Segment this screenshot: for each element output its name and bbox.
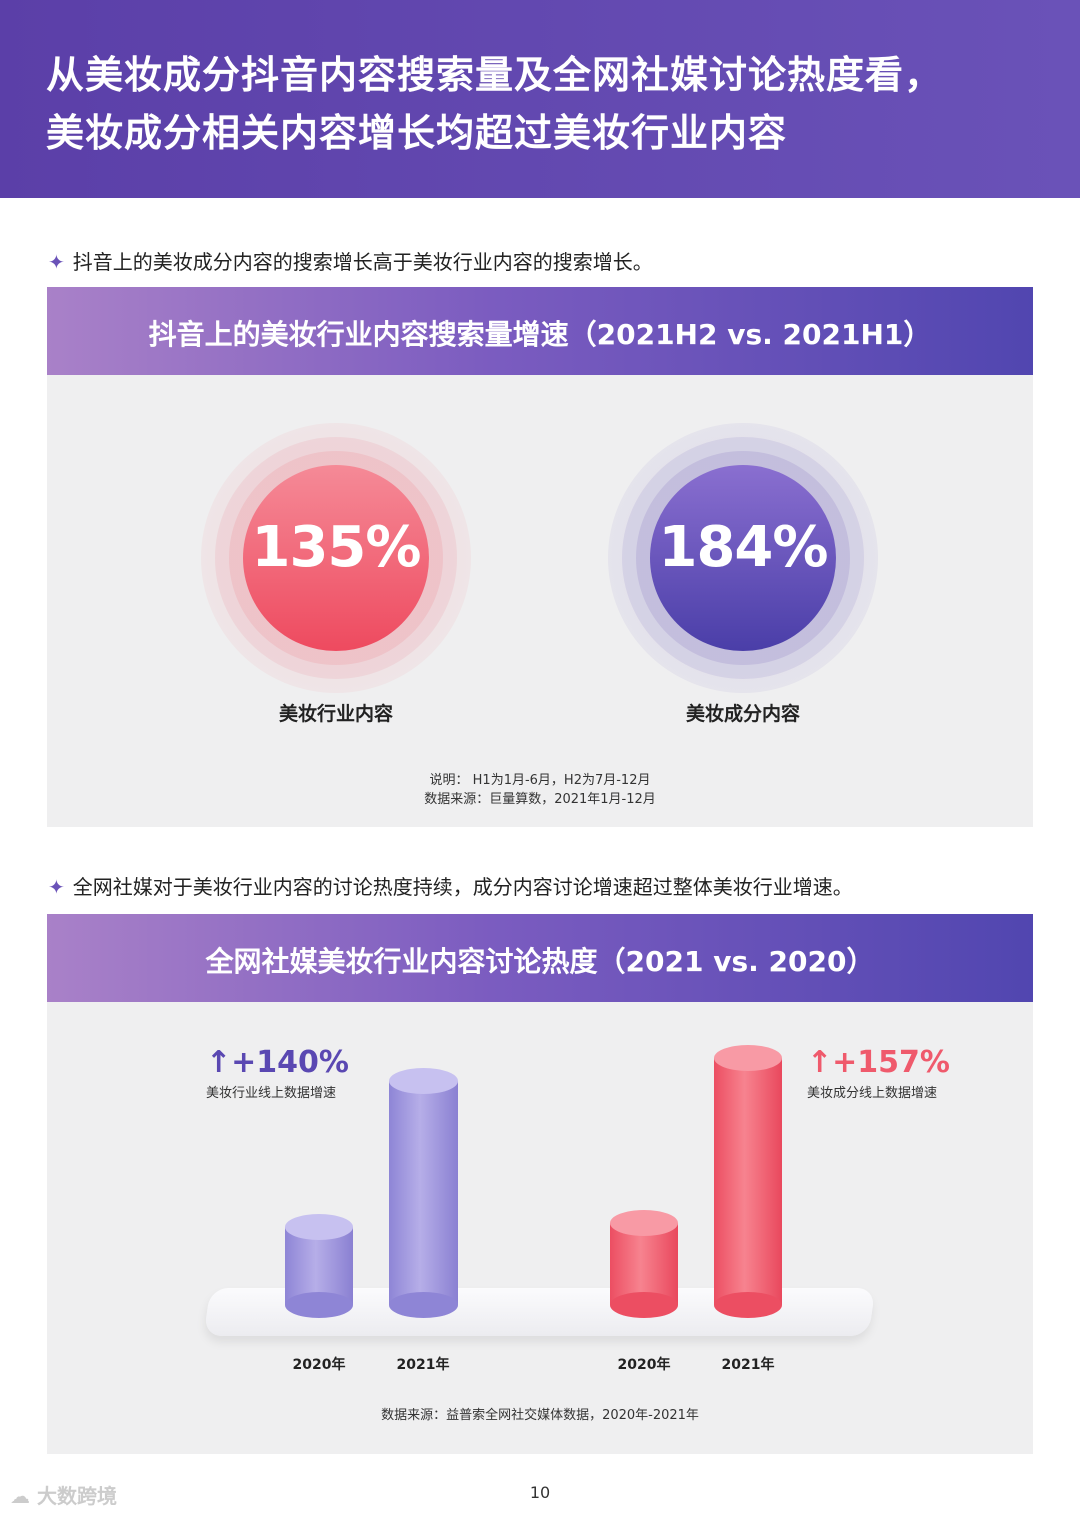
year-label: 2021年: [396, 1357, 450, 1373]
card-header: 抖音上的美妆行业内容搜索量增速（2021H2 vs. 2021H1）: [47, 287, 1033, 375]
card-header: 全网社媒美妆行业内容讨论热度（2021 vs. 2020）: [47, 914, 1033, 1002]
arrow-up-icon: ↑: [807, 1045, 833, 1080]
page-number: 10: [529, 1483, 551, 1502]
chat-logo-icon: ☁: [10, 1484, 30, 1508]
industry-growth: ↑+140% 美妆行业线上数据增速: [206, 1045, 349, 1101]
card-title: 抖音上的美妆行业内容搜索量增速（2021H2 vs. 2021H1）: [148, 318, 932, 351]
note-definition: 说明： H1为1月-6月，H2为7月-12月: [429, 773, 651, 788]
year-label: 2021年: [721, 1357, 775, 1373]
page-header: 从美妆成分抖音内容搜索量及全网社媒讨论热度看， 美妆成分相关内容增长均超过美妆行…: [0, 0, 1080, 198]
ingredient-growth-value: 184%: [658, 515, 828, 580]
discussion-card: 全网社媒美妆行业内容讨论热度（2021 vs. 2020）: [47, 914, 1033, 1454]
chart-source: 数据来源：益普索全网社交媒体数据，2020年-2021年: [381, 1408, 699, 1423]
ingredient-growth-value: +157%: [832, 1045, 950, 1080]
ingredient-growth: ↑+157% 美妆成分线上数据增速: [807, 1045, 950, 1101]
section1-bullet-text: 抖音上的美妆成分内容的搜索增长高于美妆行业内容的搜索增长。: [72, 250, 653, 274]
note-source: 数据来源：巨量算数，2021年1月-12月: [424, 792, 656, 807]
circle-ingredient: 184%: [608, 423, 878, 693]
section1-bullet: ✦ 抖音上的美妆成分内容的搜索增长高于美妆行业内容的搜索增长。: [48, 246, 653, 275]
industry-growth-value: 135%: [251, 515, 421, 580]
industry-growth-desc: 美妆行业线上数据增速: [206, 1086, 337, 1101]
cylinder-ingredient-2021: [714, 1045, 782, 1318]
page-title-line1: 从美妆成分抖音内容搜索量及全网社媒讨论热度看，: [46, 53, 944, 97]
watermark: ☁ 大数跨境: [10, 1480, 117, 1509]
circle-industry: 135%: [201, 423, 471, 693]
sparkle-icon: ✦: [48, 250, 65, 274]
industry-label: 美妆行业内容: [278, 703, 393, 725]
section2-bullet: ✦ 全网社媒对于美妆行业内容的讨论热度持续，成分内容讨论增速超过整体美妆行业增速。: [48, 871, 853, 900]
industry-growth-value: +140%: [231, 1045, 349, 1080]
year-label: 2020年: [292, 1357, 346, 1373]
search-growth-card: 抖音上的美妆行业内容搜索量增速（2021H2 vs. 2021H1） 135% …: [47, 287, 1033, 827]
section2-bullet-text: 全网社媒对于美妆行业内容的讨论热度持续，成分内容讨论增速超过整体美妆行业增速。: [72, 875, 853, 899]
cylinder-industry-2020: [285, 1214, 353, 1318]
sparkle-icon: ✦: [48, 875, 65, 899]
ingredient-label: 美妆成分内容: [685, 703, 800, 725]
arrow-up-icon: ↑: [206, 1045, 232, 1080]
cylinder-industry-2021: [389, 1068, 458, 1318]
year-label: 2020年: [617, 1357, 671, 1373]
card-title: 全网社媒美妆行业内容讨论热度（2021 vs. 2020）: [205, 945, 875, 978]
watermark-text: 大数跨境: [36, 1484, 117, 1508]
ingredient-growth-desc: 美妆成分线上数据增速: [807, 1086, 938, 1101]
cylinder-ingredient-2020: [610, 1210, 678, 1318]
page-title-line2: 美妆成分相关内容增长均超过美妆行业内容: [46, 111, 788, 155]
